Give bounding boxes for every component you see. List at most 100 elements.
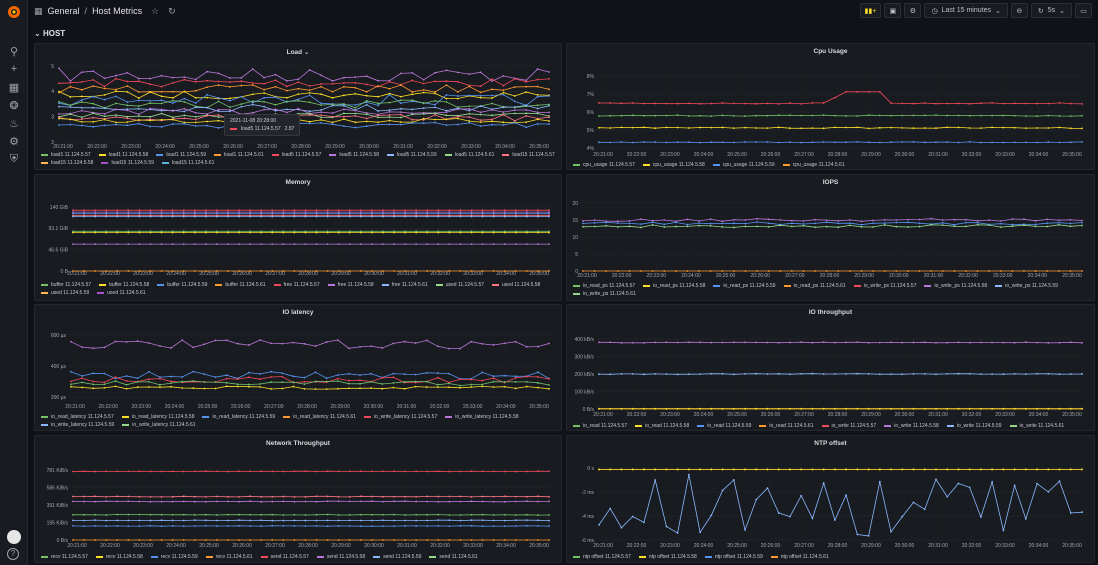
panel-title[interactable]: Load ⌄ <box>286 49 310 56</box>
panel-title[interactable]: IO throughput <box>808 309 853 316</box>
dashboards-grid-icon[interactable]: ▦ <box>8 81 20 94</box>
legend-item[interactable]: load15 11.124.5.61 <box>161 160 214 166</box>
legend-item[interactable]: used 11.124.5.59 <box>41 290 89 296</box>
legend-item[interactable]: load15 11.124.5.58 <box>41 160 93 166</box>
panel-io-throughput[interactable]: IO throughput 0 B/s 100 kB/s 200 kB/s 300 k… <box>566 304 1095 431</box>
legend-item[interactable]: load1 11.124.5.61 <box>214 152 264 158</box>
legend-item[interactable]: io_write_latency 11.124.5.57 <box>363 414 437 420</box>
legend-item[interactable]: cpu_usage 11.124.5.58 <box>642 162 705 168</box>
search-icon[interactable]: ⚲ <box>9 45 19 58</box>
legend-item[interactable]: io_write_latency 11.124.5.59 <box>41 422 114 428</box>
legend-item[interactable]: buffer 11.124.5.59 <box>157 282 207 288</box>
legend-item[interactable]: io_write 11.124.5.58 <box>884 423 939 429</box>
legend-item[interactable]: io_read_ps 11.124.5.57 <box>573 283 635 289</box>
legend-item[interactable]: send 11.124.5.61 <box>429 554 478 560</box>
save-dashboard-button[interactable]: ▣ <box>884 3 902 18</box>
legend-item[interactable]: recv 11.124.5.61 <box>205 554 253 560</box>
panel-io-latency[interactable]: IO latency 200 µs 400 µs 600 µs 20:21:00 20:… <box>34 304 562 431</box>
graph-canvas[interactable]: 4%5%6%7%8%20:21:00 20:22:00 20:23:00 20:24:… <box>567 44 1094 169</box>
graph-canvas[interactable]: -6 ms-4 ms-2 ms0 s20:21:00 20:22:00 20:23:… <box>567 436 1094 562</box>
panel-network-throughput[interactable]: Network Throughput 0 B/s 195 KiB/s 391 KiB… <box>34 435 562 563</box>
legend-item[interactable]: io_write_latency 11.124.5.58 <box>445 414 519 420</box>
legend-item[interactable]: cpu_usage 11.124.5.57 <box>573 162 635 168</box>
legend-item[interactable]: ntp offset 11.124.5.61 <box>770 554 829 560</box>
legend-item[interactable]: io_read_latency 11.124.5.57 <box>41 414 114 420</box>
legend-item[interactable]: io_write 11.124.5.59 <box>946 423 1002 429</box>
legend-item[interactable]: io_write_ps 11.124.5.59 <box>995 283 1058 289</box>
legend-item[interactable]: io_read 11.124.5.59 <box>697 423 751 429</box>
grafana-logo-icon[interactable] <box>7 5 21 19</box>
legend-item[interactable]: ntp offset 11.124.5.58 <box>638 554 697 560</box>
legend-item[interactable]: cpu_usage 11.124.5.61 <box>782 162 845 168</box>
legend-item[interactable]: buffer 11.124.5.57 <box>41 282 91 288</box>
panel-title[interactable]: Memory <box>285 179 311 186</box>
panel-title[interactable]: Cpu Usage <box>813 48 848 55</box>
tv-mode-button[interactable]: ▭ <box>1075 3 1092 18</box>
legend-item[interactable]: io_read 11.124.5.57 <box>573 423 627 429</box>
legend-item[interactable]: free 11.124.5.58 <box>327 282 374 288</box>
legend-item[interactable]: io_read 11.124.5.61 <box>759 423 814 429</box>
alerting-bell-icon[interactable]: ♨ <box>9 117 19 130</box>
legend-item[interactable]: io_write_ps 11.124.5.61 <box>573 291 636 297</box>
time-picker-button[interactable]: ◷ Last 15 minutes ⌄ <box>924 3 1008 18</box>
legend-item[interactable]: load5 11.124.5.61 <box>444 152 494 158</box>
legend-item[interactable]: io_read_ps 11.124.5.58 <box>643 283 705 289</box>
legend-item[interactable]: recv 11.124.5.59 <box>150 554 198 560</box>
legend-item[interactable]: io_read_ps 11.124.5.59 <box>713 283 776 289</box>
configuration-gear-icon[interactable]: ⚙ <box>9 135 19 148</box>
panel-title[interactable]: IOPS <box>822 179 839 186</box>
legend-item[interactable]: io_write 11.124.5.57 <box>821 423 876 429</box>
legend-item[interactable]: ntp offset 11.124.5.57 <box>573 554 631 560</box>
create-plus-icon[interactable]: + <box>10 63 18 75</box>
legend-item[interactable]: load15 11.124.5.59 <box>101 160 154 166</box>
legend-item[interactable]: recv 11.124.5.58 <box>95 554 143 560</box>
panel-cpu-usage[interactable]: Cpu Usage 4% 5% 6% 7% 8% 20:21:00 20:22:00 20:2… <box>566 43 1095 170</box>
legend-item[interactable]: send 11.124.5.57 <box>260 554 309 560</box>
star-icon[interactable]: ☆ <box>151 5 160 16</box>
legend-item[interactable]: send 11.124.5.59 <box>373 554 421 560</box>
share-icon[interactable]: ↻ <box>168 5 176 16</box>
legend-item[interactable]: cpu_usage 11.124.5.59 <box>712 162 775 168</box>
legend-item[interactable]: used 11.124.5.57 <box>435 282 484 288</box>
panel-title[interactable]: NTP offset <box>814 440 847 447</box>
legend-item[interactable]: load1 11.124.5.59 <box>156 152 206 158</box>
legend-item[interactable]: buffer 11.124.5.58 <box>99 282 149 288</box>
legend-item[interactable]: send 11.124.5.58 <box>316 554 365 560</box>
refresh-button[interactable]: ↻ 5s ⌄ <box>1030 3 1072 18</box>
legend-item[interactable]: load5 11.124.5.59 <box>387 152 437 158</box>
legend-item[interactable]: free 11.124.5.61 <box>381 282 428 288</box>
panel-title[interactable]: IO latency <box>282 309 314 316</box>
legend-item[interactable]: io_read_latency 11.124.5.58 <box>121 414 194 420</box>
legend-item[interactable]: free 11.124.5.57 <box>273 282 320 288</box>
breadcrumb-dashboard[interactable]: Host Metrics <box>92 6 143 16</box>
legend-item[interactable]: io_write_ps 11.124.5.58 <box>924 283 987 289</box>
legend-item[interactable]: load15 11.124.5.57 <box>502 152 555 158</box>
legend-item[interactable]: io_write_ps 11.124.5.57 <box>853 283 916 289</box>
user-avatar[interactable] <box>7 530 21 544</box>
legend-item[interactable]: io_write_latency 11.124.5.61 <box>122 422 196 428</box>
legend-item[interactable]: io_read_latency 11.124.5.61 <box>283 414 356 420</box>
legend-item[interactable]: io_read_latency 11.124.5.59 <box>202 414 275 420</box>
legend-item[interactable]: used 11.124.5.61 <box>97 290 146 296</box>
legend-item[interactable]: io_read 11.124.5.58 <box>635 423 689 429</box>
legend-item[interactable]: load1 11.124.5.57 <box>41 152 91 158</box>
legend-item[interactable]: load5 11.124.5.57 <box>271 152 321 158</box>
zoom-out-button[interactable]: ⊖ <box>1010 3 1028 18</box>
legend-item[interactable]: load1 11.124.5.58 <box>98 152 148 158</box>
panel-title[interactable]: Network Throughput <box>266 440 330 447</box>
legend-item[interactable]: ntp offset 11.124.5.59 <box>704 554 763 560</box>
panel-iops[interactable]: IOPS 0 5 10 15 20 20:21:00 20:22:00 20:23:00 20:… <box>566 174 1095 301</box>
row-header[interactable]: ⌄ HOST <box>34 29 65 38</box>
legend-item[interactable]: buffer 11.124.5.61 <box>215 282 266 288</box>
legend-item[interactable]: load5 11.124.5.58 <box>329 152 379 158</box>
legend-item[interactable]: used 11.124.5.58 <box>492 282 540 288</box>
breadcrumb-folder[interactable]: General <box>47 6 80 16</box>
server-admin-shield-icon[interactable]: ⛨ <box>9 152 19 165</box>
legend-item[interactable]: io_write 11.124.5.61 <box>1009 423 1064 429</box>
